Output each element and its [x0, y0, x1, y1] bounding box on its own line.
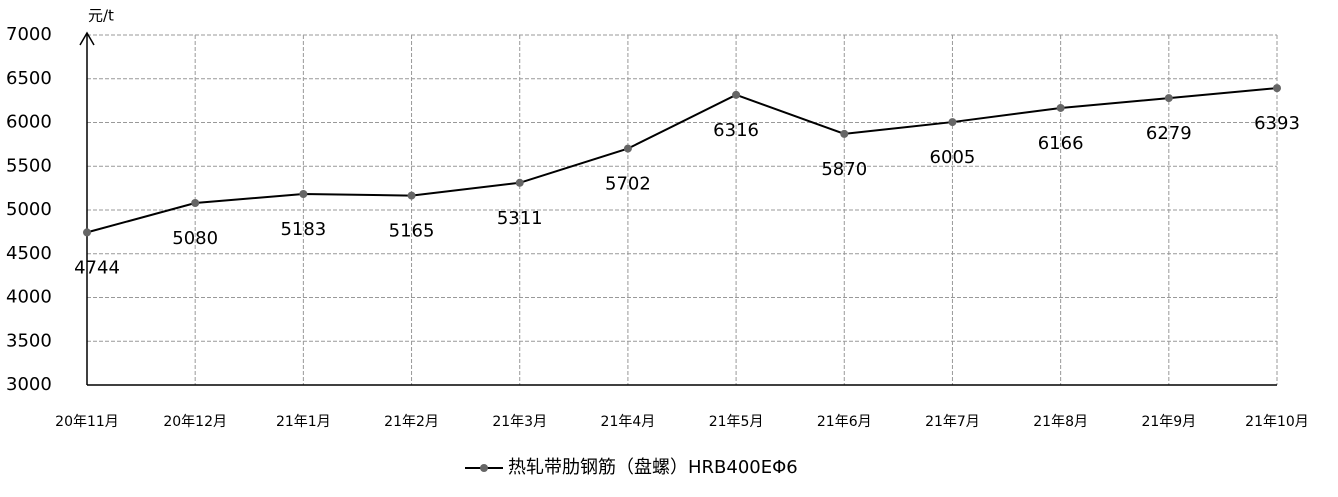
x-tick-label: 21年10月: [1245, 414, 1309, 430]
y-tick-label: 6000: [6, 112, 52, 133]
data-label: 5870: [821, 159, 867, 180]
x-tick-label: 21年4月: [601, 414, 656, 430]
marker: [623, 144, 632, 153]
y-axis-label: 元/t: [88, 7, 114, 25]
marker: [1273, 84, 1281, 93]
x-tick-label: 21年1月: [276, 414, 331, 430]
x-tick-label: 21年6月: [817, 414, 872, 430]
marker: [1164, 94, 1173, 103]
line: [86, 87, 1278, 234]
y-tick-label: 3000: [6, 374, 52, 395]
data-label: 5165: [389, 221, 435, 242]
data-label: 6393: [1254, 113, 1300, 134]
y-tick-label: 4000: [6, 287, 52, 308]
y-tick-label: 5500: [6, 155, 52, 176]
marker: [948, 118, 957, 127]
data-label: 6166: [1038, 133, 1084, 154]
marker: [191, 199, 200, 207]
marker: [407, 191, 416, 200]
legend-label: 热轧带肋钢筋（盘螺）HRB400EΦ6: [508, 457, 798, 478]
x-tick-label: 21年8月: [1033, 414, 1088, 430]
data-label: 5311: [497, 208, 543, 229]
y-tick-label: 3500: [6, 330, 52, 351]
x-tick-label: 20年11月: [55, 414, 119, 430]
marker: [840, 129, 849, 138]
x-tick-label: 20年12月: [163, 414, 227, 430]
y-tick-label: 7000: [6, 24, 52, 45]
data-label: 6005: [930, 147, 976, 168]
data-label: 6316: [713, 120, 759, 141]
data-label: 5080: [172, 228, 218, 249]
data-label: 4744: [74, 257, 120, 278]
data-label: 5183: [280, 219, 326, 240]
y-tick-label: 4500: [6, 243, 52, 264]
data-label: 5702: [605, 174, 651, 195]
marker: [732, 90, 741, 99]
marker: [299, 189, 308, 198]
x-tick-label: 21年7月: [925, 414, 980, 430]
y-tick-label: 6500: [6, 68, 52, 89]
x-tick-label: 21年2月: [384, 414, 439, 430]
x-tick-label: 21年9月: [1141, 414, 1196, 430]
x-tick-label: 21年5月: [709, 414, 764, 430]
x-tick-label: 21年3月: [492, 414, 547, 430]
legend-marker: [480, 464, 488, 472]
marker: [83, 228, 91, 237]
data-label: 6279: [1146, 123, 1192, 144]
marker: [515, 178, 524, 187]
y-tick-label: 5000: [6, 199, 52, 220]
marker: [1056, 103, 1065, 112]
y-axis-arrow: [79, 31, 95, 46]
